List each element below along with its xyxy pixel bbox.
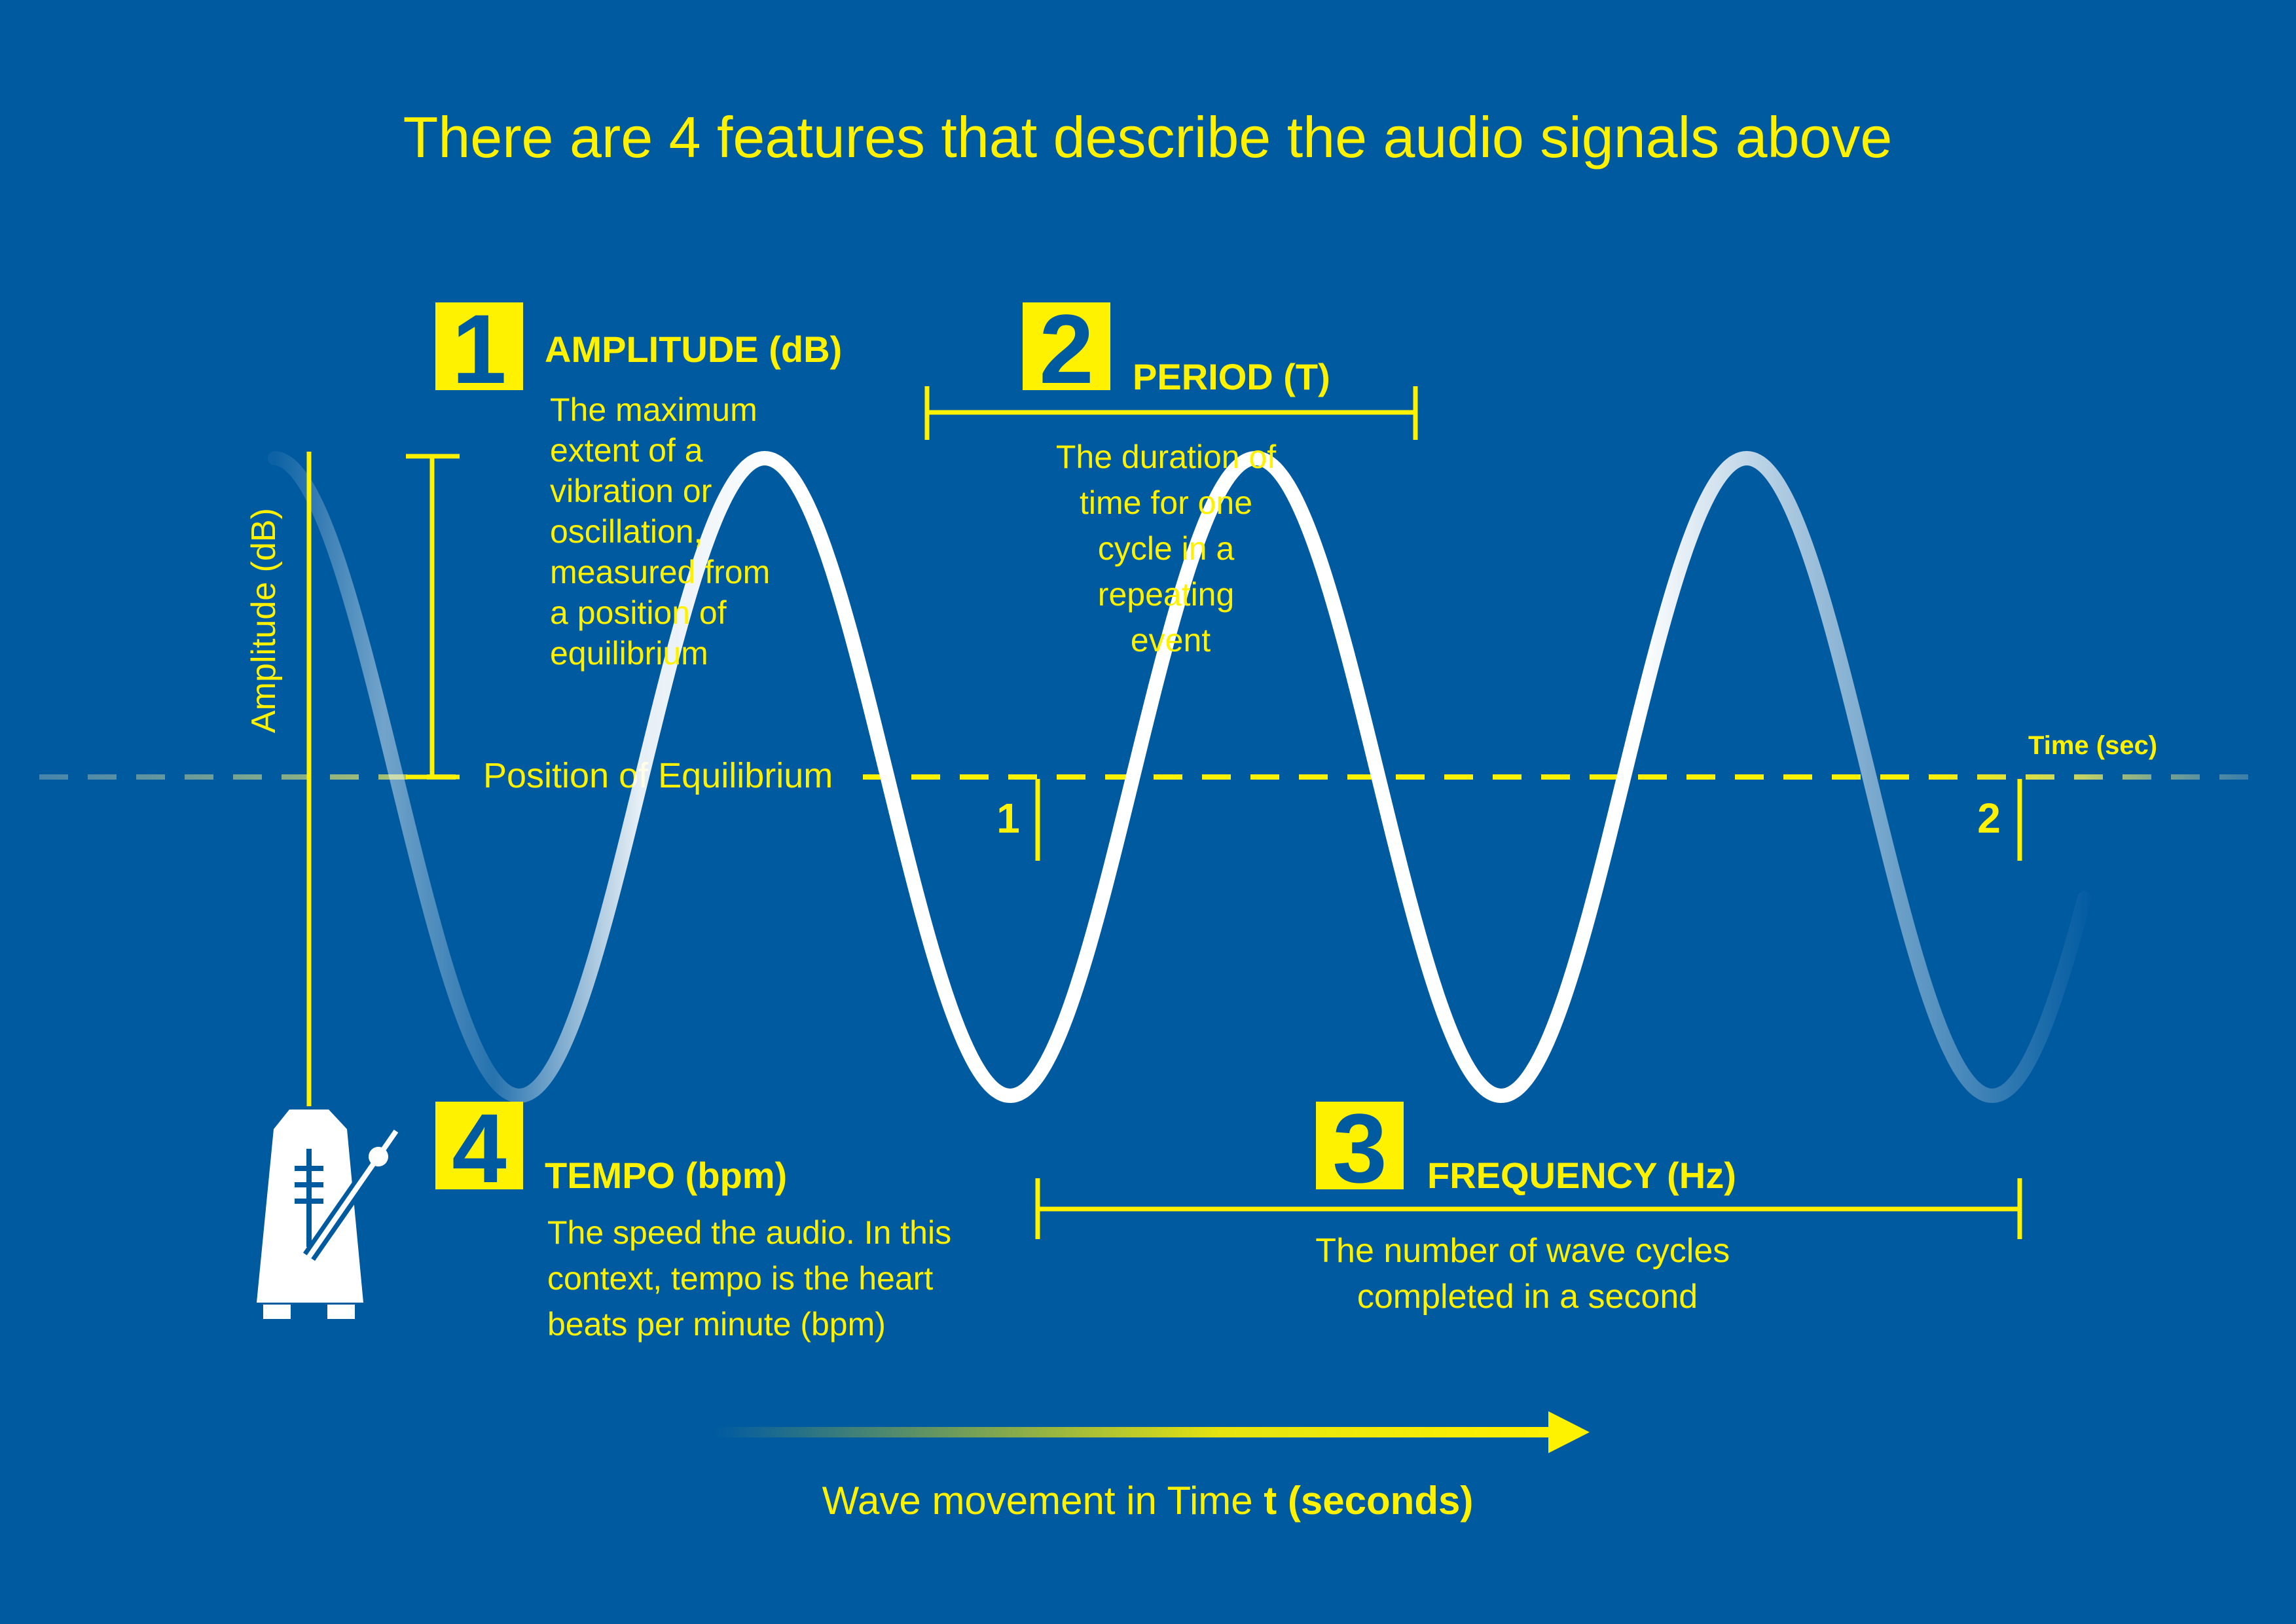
feature-heading-1: AMPLITUDE (dB) bbox=[545, 329, 842, 370]
description-line: context, tempo is the heart bbox=[547, 1260, 933, 1297]
description-line: The number of wave cycles bbox=[1315, 1232, 1730, 1270]
time-tick-label-1: 1 bbox=[996, 795, 1020, 842]
feature-frequency: 3 FREQUENCY (Hz) The number of wave cycl… bbox=[1315, 1093, 1739, 1316]
footer-caption: Wave movement in Time t (seconds) bbox=[822, 1479, 1474, 1523]
feature-number-3: 3 bbox=[1332, 1093, 1387, 1203]
feature-number-2: 2 bbox=[1039, 294, 1093, 404]
description-line: event bbox=[1131, 622, 1211, 659]
footer-emphasis: t (seconds) bbox=[1264, 1479, 1473, 1523]
equilibrium-label: Position of Equilibrium bbox=[483, 756, 833, 795]
feature-period: 2 PERIOD (T) The duration of time for on… bbox=[1023, 294, 1330, 659]
equilibrium-label-bg bbox=[475, 753, 861, 802]
description-line: vibration or bbox=[550, 473, 712, 509]
description-line: cycle in a bbox=[1098, 530, 1235, 567]
description-line: The speed the audio. In this bbox=[547, 1214, 951, 1251]
description-line: measured from bbox=[550, 554, 770, 590]
feature-amplitude: 1 AMPLITUDE (dB) The maximum extent of a… bbox=[435, 294, 842, 672]
description-line: The maximum bbox=[550, 391, 757, 428]
amplitude-bracket bbox=[406, 454, 460, 780]
feature-heading-4: TEMPO (bpm) bbox=[545, 1155, 787, 1196]
feature-description-1: The maximum extent of a vibration or osc… bbox=[550, 391, 779, 672]
feature-tempo: 4 TEMPO (bpm) The speed the audio. In th… bbox=[435, 1093, 960, 1343]
description-line: equilibrium bbox=[550, 635, 708, 672]
feature-badge-2 bbox=[1023, 302, 1110, 390]
feature-badge-4 bbox=[435, 1102, 523, 1189]
description-line: beats per minute (bpm) bbox=[547, 1306, 886, 1343]
metronome-icon bbox=[257, 1110, 399, 1319]
feature-badge-3 bbox=[1316, 1102, 1404, 1189]
feature-heading-2: PERIOD (T) bbox=[1133, 356, 1330, 397]
feature-number-1: 1 bbox=[452, 294, 506, 404]
footer-text: Wave movement in Time bbox=[822, 1479, 1264, 1523]
time-axis-label: Time (sec) bbox=[2028, 731, 2157, 760]
time-arrow-head bbox=[1548, 1411, 1590, 1453]
feature-number-4: 4 bbox=[452, 1093, 506, 1203]
feature-description-4: The speed the audio. In this context, te… bbox=[547, 1214, 960, 1343]
frequency-bracket bbox=[1035, 1178, 2022, 1239]
description-line: repeating bbox=[1098, 576, 1235, 613]
time-arrow-shaft bbox=[714, 1427, 1558, 1437]
feature-heading-3: FREQUENCY (Hz) bbox=[1427, 1155, 1736, 1196]
description-line: extent of a bbox=[550, 432, 703, 469]
description-line: The duration of bbox=[1056, 439, 1276, 475]
description-line: completed in a second bbox=[1357, 1278, 1698, 1316]
feature-description-2: The duration of time for one cycle in a … bbox=[1056, 439, 1285, 659]
feature-badge-1 bbox=[435, 302, 523, 390]
sine-wave bbox=[268, 450, 2092, 1104]
amplitude-axis-label: Amplitude (dB) bbox=[245, 508, 283, 733]
description-line: a position of bbox=[550, 594, 727, 631]
description-line: oscillation, bbox=[550, 513, 702, 550]
time-tick-label-2: 2 bbox=[1977, 795, 2001, 842]
period-bracket bbox=[924, 386, 1418, 440]
page-title: There are 4 features that describe the a… bbox=[403, 105, 1893, 170]
feature-description-3: The number of wave cycles completed in a… bbox=[1315, 1232, 1739, 1316]
description-line: time for one bbox=[1080, 484, 1252, 521]
